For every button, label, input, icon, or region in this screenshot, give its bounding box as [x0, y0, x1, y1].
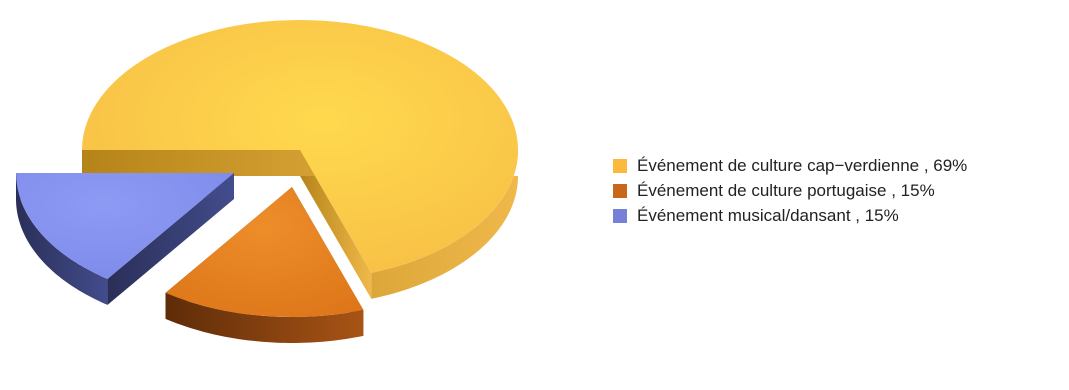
pie-chart: [16, 20, 518, 343]
legend-swatch-cap-verdienne: [613, 158, 627, 173]
pie-slice-musical-dansant: [16, 173, 234, 305]
pie-slice-top-musical-dansant: [16, 173, 234, 279]
pie-slice-top-portugaise: [165, 187, 364, 317]
legend-item-portugaise: Événement de culture portugaise , 15%: [613, 178, 1053, 203]
legend-label-musical-dansant: Événement musical/dansant , 15%: [637, 205, 899, 225]
pie-slice-rim-portugaise: [165, 292, 364, 343]
pie-slice-wall-musical-dansant-0: [107, 173, 234, 305]
legend-item-musical-dansant: Événement musical/dansant , 15%: [613, 203, 1053, 228]
pie-slice-cap-verdienne: [82, 20, 518, 299]
legend-item-cap-verdienne: Événement de culture cap−verdienne , 69%: [613, 153, 1053, 178]
legend-swatch-portugaise: [613, 183, 627, 198]
pie-slice-rim-musical-dansant: [16, 173, 108, 305]
legend-swatch-musical-dansant: [613, 208, 627, 223]
chart-legend: Événement de culture cap−verdienne , 69%…: [613, 153, 1053, 228]
pie-slice-wall-cap-verdienne-1: [300, 150, 372, 299]
pie-slice-top-cap-verdienne: [82, 20, 518, 273]
legend-label-cap-verdienne: Événement de culture cap−verdienne , 69%: [637, 155, 968, 175]
pie-slice-portugaise: [165, 187, 364, 343]
legend-label-portugaise: Événement de culture portugaise , 15%: [637, 180, 935, 200]
